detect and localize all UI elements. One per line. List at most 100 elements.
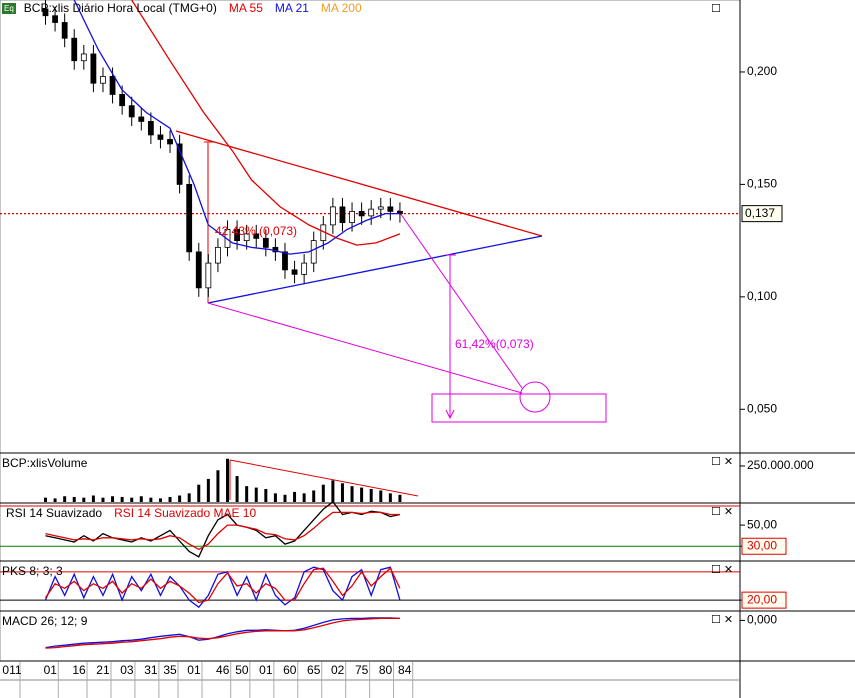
candle-body xyxy=(138,116,145,122)
candle-body xyxy=(215,246,221,264)
candle-body xyxy=(42,8,49,17)
legend-entry: MA 55 xyxy=(228,1,263,15)
volume-bar xyxy=(91,495,95,502)
candle-body xyxy=(329,206,336,226)
panel-title: BCP:xlisVolume xyxy=(2,456,88,470)
candle-body xyxy=(147,121,154,136)
candle-body xyxy=(167,139,173,145)
candle-body xyxy=(368,208,375,217)
y-tick-label: 0,100 xyxy=(747,289,777,303)
x-tick-label: 02 xyxy=(331,663,345,677)
volume-bar xyxy=(369,489,373,502)
last-price-label: 0,137 xyxy=(745,206,775,220)
y-tick-label: 250.000.000 xyxy=(747,458,814,472)
x-tick-label: 46 xyxy=(216,663,230,677)
series-line xyxy=(45,617,400,649)
candle-body xyxy=(310,240,317,264)
volume-bar xyxy=(206,478,210,502)
x-tick-label: 01 xyxy=(259,663,273,677)
series-line xyxy=(45,511,400,551)
panel-buttons[interactable]: ☐ ✕ xyxy=(711,564,734,576)
candle-body xyxy=(387,206,394,212)
volume-bar xyxy=(321,484,325,502)
candle-body xyxy=(90,53,97,84)
panel-header: Eq BCP:xlis Diário Hora Local (TMG+0) MA 5… xyxy=(2,1,362,15)
panel-buttons[interactable]: ☐ ✕ xyxy=(711,506,734,518)
candle-body xyxy=(52,15,58,23)
panel-header: MACD 26; 12; 9 xyxy=(2,614,87,628)
volume-bar xyxy=(331,480,335,502)
volume-bar xyxy=(254,487,258,502)
panel-buttons[interactable]: ☐ ✕ xyxy=(711,456,734,468)
volume-bar xyxy=(44,497,48,502)
panel-title: PKS 8; 3; 3 xyxy=(2,564,63,578)
volume-bar xyxy=(101,497,105,502)
candle-body xyxy=(358,210,365,217)
tick-box xyxy=(741,591,787,609)
series-line xyxy=(131,0,401,246)
volume-bar xyxy=(312,490,316,502)
volume-bar xyxy=(398,494,402,502)
x-tick-label: 65 xyxy=(307,663,321,677)
volume-bar xyxy=(149,497,153,502)
x-tick-label: 80 xyxy=(379,663,393,677)
volume-bar xyxy=(379,490,383,502)
symbol-icon: Eq xyxy=(2,2,16,14)
candle-body xyxy=(109,76,116,95)
candle-body xyxy=(195,251,202,289)
volume-bar xyxy=(235,476,239,502)
x-tick-label: 011 xyxy=(2,663,21,677)
panel-buttons[interactable]: ☐ ✕ xyxy=(711,614,734,626)
volume-bar xyxy=(168,496,172,502)
volume-bar xyxy=(360,487,364,502)
legend-entry: RSI 14 Suavizado MAE 10 xyxy=(114,506,257,520)
annotation: 42,43% (0,073) xyxy=(215,224,297,238)
candle-body xyxy=(80,53,87,62)
volume-bar xyxy=(283,494,287,502)
y-tick-label: 50,00 xyxy=(747,517,777,531)
x-tick-label: 31 xyxy=(144,663,158,677)
candle-body xyxy=(234,228,240,242)
y-tick-label: 0,000 xyxy=(747,613,777,627)
annotation: 61,42%(0,073) xyxy=(455,337,534,351)
candle-body xyxy=(301,262,308,275)
volume-bar xyxy=(264,489,268,502)
panel-header: BCP:xlisVolume xyxy=(2,456,87,470)
volume-bar xyxy=(388,493,392,502)
panel-title: MACD 26; 12; 9 xyxy=(2,614,88,628)
volume-bar xyxy=(72,496,76,502)
x-tick-label: 60 xyxy=(283,663,297,677)
volume-bar xyxy=(187,493,191,502)
volume-bar xyxy=(139,496,143,502)
series-line xyxy=(45,617,400,649)
candle-body xyxy=(176,143,183,185)
x-tick-label: 35 xyxy=(163,663,177,677)
candle-body xyxy=(205,262,212,289)
panel-buttons[interactable]: ☐ xyxy=(711,3,721,15)
y-tick-label: 30,00 xyxy=(747,538,777,552)
candle-body xyxy=(100,76,106,84)
candle-body xyxy=(128,105,135,118)
y-tick-label: 0,200 xyxy=(747,64,777,78)
legend-entry: MA 200 xyxy=(320,1,362,15)
panel-header: RSI 14 Suavizado RSI 14 Suavizado MAE 10 xyxy=(2,506,256,520)
panel-separators xyxy=(0,452,855,681)
candle-body xyxy=(157,134,164,140)
volume-bar xyxy=(63,496,67,502)
price-box xyxy=(741,205,783,223)
series-line xyxy=(44,566,401,609)
volume-bar xyxy=(111,496,115,502)
candle-body xyxy=(71,37,78,62)
candle-body xyxy=(119,94,126,107)
x-tick-label: 01 xyxy=(187,663,201,677)
candle-body xyxy=(282,251,288,271)
candle-body xyxy=(397,210,403,215)
candle-body xyxy=(291,269,298,275)
volume-bar xyxy=(350,486,354,502)
x-tick-label: 84 xyxy=(398,663,412,677)
x-tick-label: 50 xyxy=(235,663,249,677)
x-tick-label: 21 xyxy=(96,663,110,677)
y-tick-label: 0,050 xyxy=(747,401,777,415)
tick-box xyxy=(741,537,787,555)
candle-body xyxy=(339,206,346,224)
